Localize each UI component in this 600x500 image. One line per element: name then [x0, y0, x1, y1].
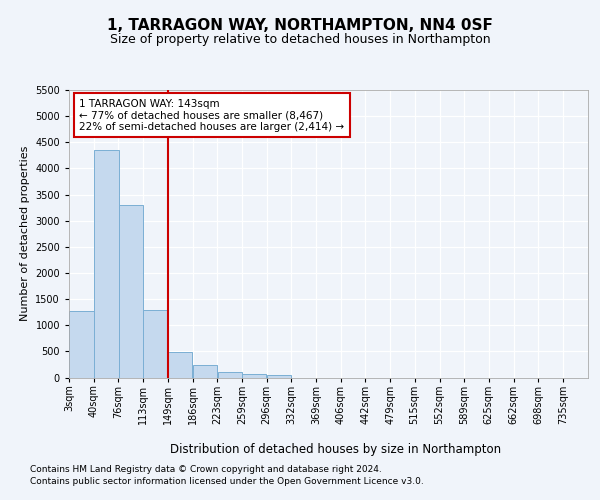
Text: Size of property relative to detached houses in Northampton: Size of property relative to detached ho… — [110, 32, 490, 46]
Bar — [242, 374, 266, 378]
Text: Distribution of detached houses by size in Northampton: Distribution of detached houses by size … — [170, 442, 502, 456]
Bar — [267, 375, 292, 378]
Bar — [94, 150, 119, 378]
Text: Contains HM Land Registry data © Crown copyright and database right 2024.: Contains HM Land Registry data © Crown c… — [30, 466, 382, 474]
Text: Contains public sector information licensed under the Open Government Licence v3: Contains public sector information licen… — [30, 476, 424, 486]
Bar — [218, 372, 242, 378]
Text: 1 TARRAGON WAY: 143sqm
← 77% of detached houses are smaller (8,467)
22% of semi-: 1 TARRAGON WAY: 143sqm ← 77% of detached… — [79, 98, 344, 132]
Bar — [119, 205, 143, 378]
Bar — [168, 352, 192, 378]
Bar — [69, 310, 94, 378]
Y-axis label: Number of detached properties: Number of detached properties — [20, 146, 29, 322]
Bar — [143, 310, 168, 378]
Text: 1, TARRAGON WAY, NORTHAMPTON, NN4 0SF: 1, TARRAGON WAY, NORTHAMPTON, NN4 0SF — [107, 18, 493, 32]
Bar — [193, 365, 217, 378]
